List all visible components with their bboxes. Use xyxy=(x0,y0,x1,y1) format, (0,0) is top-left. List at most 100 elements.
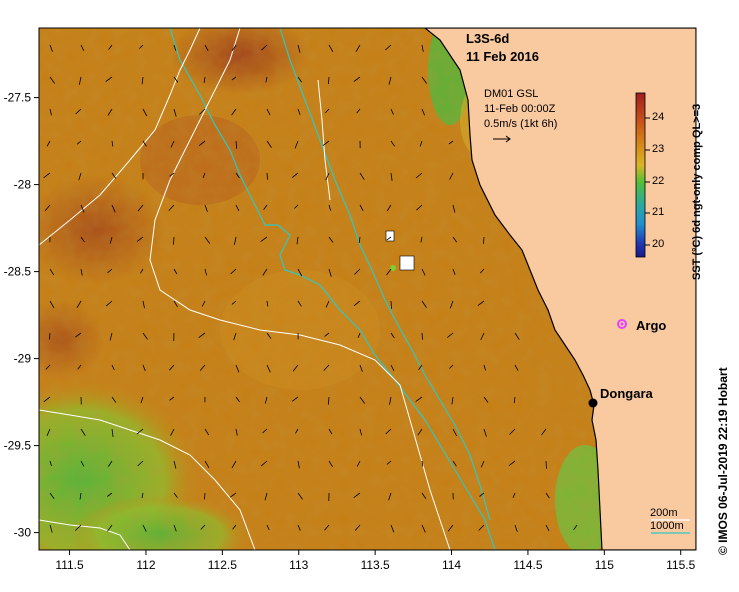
current-arrow xyxy=(355,44,361,52)
current-arrow xyxy=(232,524,237,530)
current-arrow xyxy=(198,140,206,147)
current-arrow xyxy=(233,332,237,341)
current-arrow xyxy=(483,396,489,403)
current-arrow xyxy=(107,524,113,532)
current-arrow xyxy=(390,332,395,339)
current-arrow xyxy=(480,460,485,468)
current-arrow xyxy=(514,332,520,340)
current-arrow xyxy=(109,332,113,341)
current-arrow xyxy=(420,236,423,243)
map-frame xyxy=(38,27,697,551)
current-arrow xyxy=(386,204,392,212)
current-arrow xyxy=(478,524,485,531)
current-arrow xyxy=(199,108,206,115)
current-source-label: DM01 GSL xyxy=(484,88,539,100)
current-arrow xyxy=(451,396,454,405)
x-tick-label: 114 xyxy=(442,558,461,572)
island-marker xyxy=(399,255,415,271)
current-arrow xyxy=(75,108,82,115)
x-tick-label: 112.5 xyxy=(208,558,237,572)
colorbar xyxy=(635,92,650,258)
colorbar-tick-23: 23 xyxy=(652,143,665,155)
x-tick-label: 115.5 xyxy=(666,558,695,572)
current-arrow xyxy=(80,428,86,436)
current-arrow xyxy=(49,108,52,116)
current-arrow xyxy=(262,428,268,434)
current-arrow xyxy=(386,460,392,465)
current-arrow xyxy=(80,44,85,51)
current-arrow xyxy=(49,300,55,309)
current-arrow xyxy=(231,76,237,81)
current-arrow xyxy=(204,236,211,244)
current-arrow xyxy=(266,172,268,180)
current-arrow xyxy=(105,300,113,307)
current-arrow xyxy=(295,428,299,434)
x-tick-label: 111.5 xyxy=(55,558,84,572)
current-arrow xyxy=(49,460,52,467)
current-arrow xyxy=(204,204,208,212)
current-arrow xyxy=(415,172,423,179)
current-arrow xyxy=(389,396,392,405)
current-arrow xyxy=(452,428,458,437)
current-arrow xyxy=(480,332,485,341)
current-arrow xyxy=(385,428,392,435)
current-arrow xyxy=(204,492,206,500)
current-arrow xyxy=(46,140,51,147)
current-arrow xyxy=(421,44,424,52)
current-scale-arrow xyxy=(493,135,511,143)
colorbar-tick-20: 20 xyxy=(652,238,665,250)
place-label-argo: Argo xyxy=(636,318,667,333)
current-arrow xyxy=(266,332,272,339)
current-arrow xyxy=(573,524,578,531)
current-arrow xyxy=(390,140,396,147)
current-arrow xyxy=(107,268,113,274)
current-arrow xyxy=(513,396,516,404)
current-arrow xyxy=(417,428,423,436)
current-arrow xyxy=(514,364,519,371)
current-arrow xyxy=(292,364,299,372)
y-tick-label: -29 xyxy=(14,352,32,366)
current-arrow xyxy=(201,300,206,307)
argo-marker xyxy=(617,319,627,329)
current-arrow xyxy=(49,524,53,533)
current-arrow xyxy=(266,524,270,531)
current-arrow xyxy=(170,140,175,148)
current-arrow xyxy=(479,492,485,497)
colorbar-title: SST (°C) 6d ngt-only comp QL>=3 xyxy=(691,103,703,280)
current-arrow xyxy=(111,428,114,437)
current-arrow xyxy=(107,108,113,116)
current-arrow xyxy=(49,44,53,52)
current-arrow xyxy=(111,396,117,403)
current-arrow xyxy=(509,428,516,435)
current-arrow xyxy=(294,140,299,149)
current-arrow xyxy=(173,268,178,275)
current-arrow xyxy=(170,428,175,436)
current-arrow xyxy=(111,140,114,147)
current-arrow xyxy=(169,364,175,371)
current-arrow xyxy=(447,332,454,338)
current-arrow xyxy=(354,524,361,531)
current-arrow xyxy=(452,204,456,213)
current-arrow xyxy=(202,172,206,179)
current-arrow xyxy=(231,44,237,52)
current-arrow xyxy=(415,396,423,402)
isobath-200m xyxy=(39,28,201,246)
current-arrow xyxy=(297,460,300,469)
current-arrow xyxy=(386,236,392,241)
land-mass xyxy=(424,28,696,550)
current-arrow xyxy=(79,492,82,500)
current-arrow xyxy=(76,140,82,145)
current-arrow xyxy=(297,524,301,531)
current-arrow xyxy=(231,108,237,116)
colorbar-tick-24: 24 xyxy=(652,111,665,123)
current-arrow xyxy=(297,108,301,116)
current-arrow xyxy=(291,396,299,402)
current-arrow xyxy=(204,428,210,436)
current-arrow xyxy=(356,460,361,467)
current-arrow xyxy=(204,44,209,51)
current-arrow xyxy=(545,524,550,532)
current-arrow xyxy=(76,300,82,309)
current-arrow xyxy=(418,364,423,371)
legend-label-200m: 200m xyxy=(650,507,678,519)
